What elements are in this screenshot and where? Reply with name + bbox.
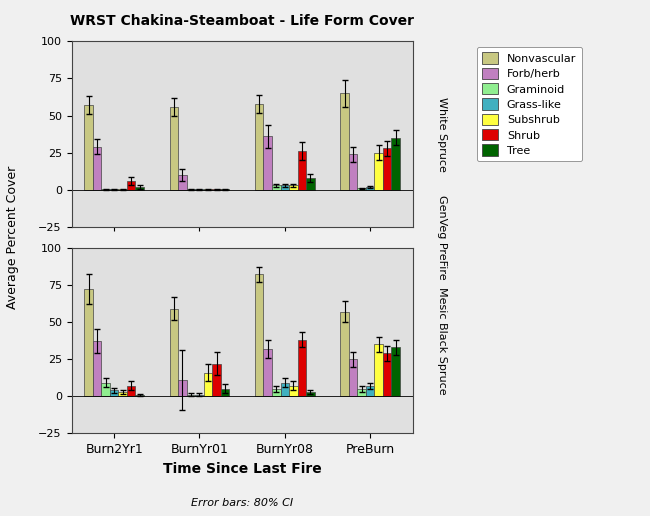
Bar <box>84 105 93 190</box>
Bar <box>340 93 349 190</box>
Bar <box>127 181 135 190</box>
Bar <box>170 309 178 396</box>
Text: White Spruce: White Spruce <box>437 96 447 172</box>
Bar <box>263 136 272 190</box>
Bar <box>298 151 306 190</box>
Bar <box>349 359 358 396</box>
Bar <box>203 373 213 396</box>
Bar <box>306 178 315 190</box>
Bar <box>118 189 127 190</box>
Bar <box>263 349 272 396</box>
Bar <box>272 185 281 190</box>
Bar <box>170 107 178 190</box>
Legend: Nonvascular, Forb/herb, Graminoid, Grass-like, Subshrub, Shrub, Tree: Nonvascular, Forb/herb, Graminoid, Grass… <box>477 47 582 162</box>
Bar <box>374 153 383 190</box>
Bar <box>178 175 187 190</box>
Bar <box>391 138 400 190</box>
Bar <box>255 104 263 190</box>
Bar <box>93 147 101 190</box>
Bar <box>110 390 118 396</box>
Bar <box>213 189 221 190</box>
Bar <box>93 341 101 396</box>
Bar <box>366 187 374 190</box>
Bar <box>272 389 281 396</box>
Bar <box>213 364 221 396</box>
Bar <box>374 344 383 396</box>
Bar <box>127 386 135 396</box>
Text: Average Percent Cover: Average Percent Cover <box>6 166 20 309</box>
Text: GenVeg PreFire: GenVeg PreFire <box>437 195 447 280</box>
Bar <box>84 289 93 396</box>
Bar <box>289 185 298 190</box>
Bar <box>349 154 358 190</box>
Bar <box>383 148 391 190</box>
Bar <box>187 395 195 396</box>
Bar <box>306 392 315 396</box>
Bar <box>255 275 263 396</box>
Bar <box>340 312 349 396</box>
X-axis label: Time Since Last Fire: Time Since Last Fire <box>162 462 322 476</box>
Bar <box>101 383 110 396</box>
Bar <box>221 189 229 190</box>
Bar <box>110 189 118 190</box>
Bar <box>358 188 366 190</box>
Bar <box>118 392 127 396</box>
Text: Mesic Black Spruce: Mesic Black Spruce <box>437 287 447 394</box>
Text: WRST Chakina-Steamboat - Life Form Cover: WRST Chakina-Steamboat - Life Form Cover <box>70 14 414 28</box>
Bar <box>383 353 391 396</box>
Bar <box>221 389 229 396</box>
Text: Error bars: 80% CI: Error bars: 80% CI <box>191 497 293 508</box>
Bar <box>289 386 298 396</box>
Bar <box>298 340 306 396</box>
Bar <box>195 395 203 396</box>
Bar <box>366 386 374 396</box>
Bar <box>391 347 400 396</box>
Bar <box>135 187 144 190</box>
Bar <box>358 389 366 396</box>
Bar <box>101 189 110 190</box>
Bar <box>178 380 187 396</box>
Bar <box>281 383 289 396</box>
Bar <box>281 185 289 190</box>
Bar <box>135 395 144 396</box>
